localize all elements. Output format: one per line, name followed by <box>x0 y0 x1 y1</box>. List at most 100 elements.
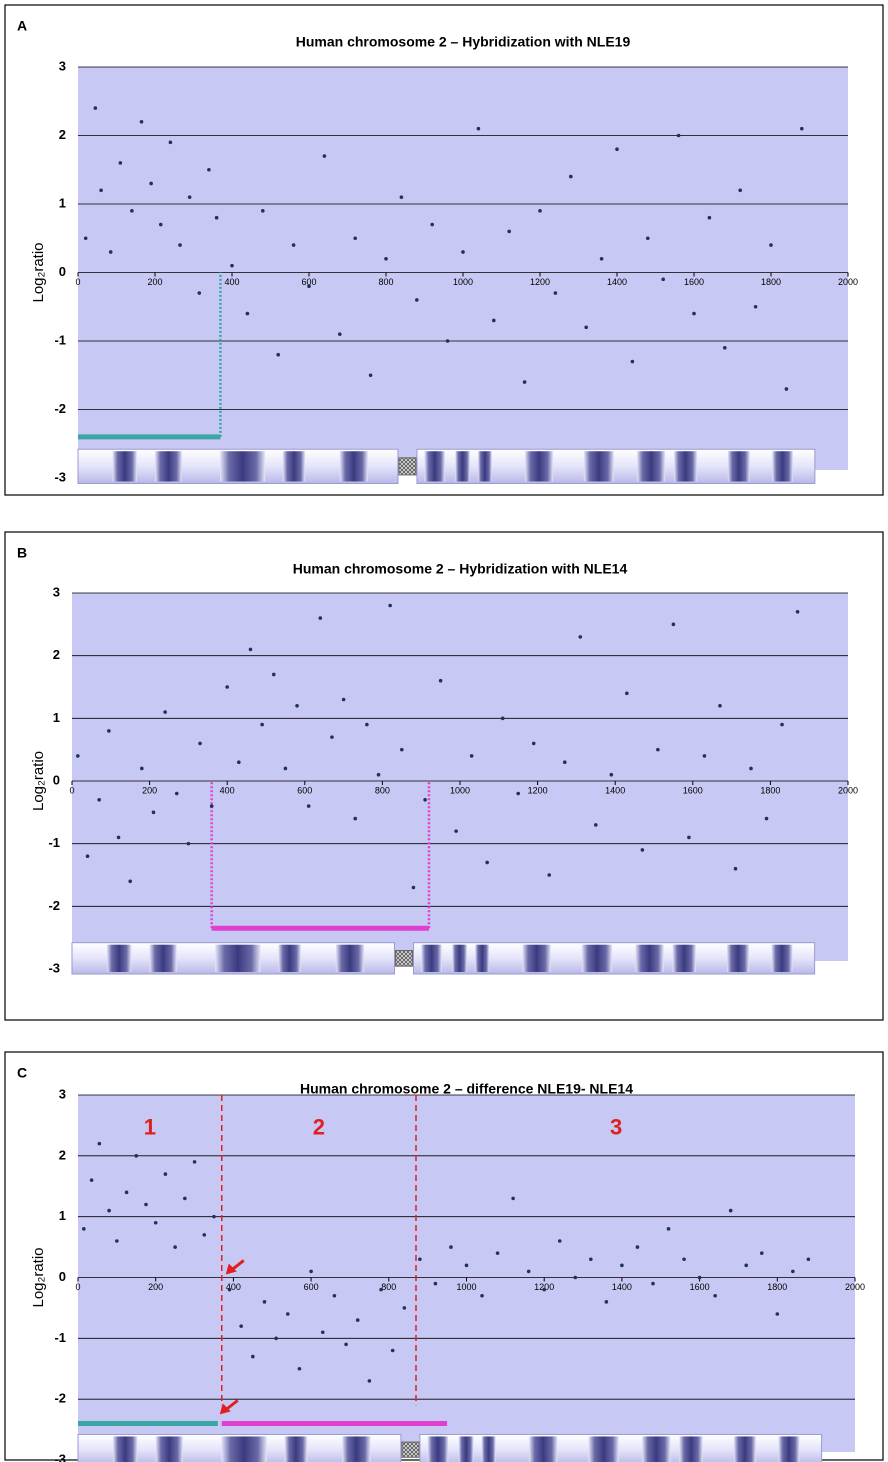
zone-label: 3 <box>610 1114 622 1139</box>
ideogram-band <box>637 451 666 482</box>
panel: B Human chromosome 2 – Hybridization with… <box>4 531 884 1021</box>
x-tick-label: 0 <box>75 277 80 287</box>
x-tick-label: 1400 <box>607 277 627 287</box>
data-point <box>306 804 311 808</box>
data-point <box>687 835 691 840</box>
panel-label: A <box>17 18 27 34</box>
data-point <box>330 735 334 739</box>
x-tick-label: 600 <box>297 785 312 795</box>
data-point <box>390 1348 395 1353</box>
ideogram-band <box>581 944 613 973</box>
plot-area <box>78 67 848 470</box>
data-point <box>461 250 465 254</box>
data-point <box>158 222 163 227</box>
chart-title: Human chromosome 2 – difference NLE19- N… <box>300 1081 633 1097</box>
data-point <box>225 685 229 689</box>
y-tick-label: 3 <box>53 584 60 599</box>
ideogram-band <box>679 1436 703 1462</box>
ideogram-band <box>339 451 368 482</box>
ideogram-band <box>149 944 177 973</box>
x-tick-label: 1600 <box>683 785 703 795</box>
data-point <box>108 250 113 254</box>
ideogram-band <box>727 451 750 482</box>
y-tick-label: -2 <box>54 401 66 416</box>
data-point <box>692 311 696 316</box>
data-point <box>723 346 727 350</box>
data-point <box>183 1196 187 1201</box>
data-point <box>492 318 496 323</box>
y-tick-label: -1 <box>54 332 66 347</box>
y-tick-label: 3 <box>59 58 66 73</box>
y-tick-label: -2 <box>54 1391 66 1406</box>
ideogram-band <box>424 451 445 482</box>
panel-label: C <box>17 1065 27 1081</box>
arrow-head <box>219 1403 231 1415</box>
data-point <box>411 885 416 890</box>
data-point <box>557 1239 562 1243</box>
data-point <box>449 1245 453 1249</box>
ideogram-band <box>522 944 551 973</box>
data-point <box>186 841 191 846</box>
data-point <box>562 760 567 764</box>
data-point <box>332 1293 337 1298</box>
data-point <box>469 754 474 758</box>
x-tick-label: 2000 <box>838 785 858 795</box>
x-tick-label: 0 <box>69 785 74 795</box>
data-point <box>542 1287 546 1292</box>
data-point <box>402 1306 407 1310</box>
data-point <box>753 304 758 309</box>
data-point <box>353 816 358 821</box>
data-point <box>144 1202 148 1207</box>
data-point <box>702 754 707 758</box>
ideogram-band <box>772 451 793 482</box>
data-point <box>295 704 299 708</box>
panel: C Human chromosome 2 – difference NLE19- … <box>4 1051 884 1462</box>
data-point <box>318 616 323 620</box>
ideogram-band <box>524 451 554 482</box>
x-tick-label: 600 <box>301 277 316 287</box>
data-point <box>615 147 619 151</box>
data-point <box>454 829 458 833</box>
data-point <box>784 387 789 391</box>
x-tick-label: 1800 <box>761 277 781 287</box>
ideogram-band <box>112 1436 138 1462</box>
ideogram-band <box>733 1436 756 1462</box>
ideogram-band <box>478 451 492 482</box>
y-tick-label: -2 <box>48 898 60 913</box>
y-axis-label: Log₂ratio <box>30 242 47 302</box>
y-tick-label: 3 <box>59 1086 66 1101</box>
data-point <box>163 710 167 714</box>
ideogram-band <box>455 451 470 482</box>
y-tick-label: 2 <box>59 1147 66 1162</box>
ideogram-band <box>642 1436 671 1462</box>
x-tick-label: 2000 <box>838 277 858 287</box>
data-point <box>584 325 588 330</box>
data-point <box>237 760 241 764</box>
data-point <box>578 635 583 639</box>
ideogram-band <box>583 451 614 482</box>
data-point <box>795 610 800 614</box>
x-tick-label: 1800 <box>760 785 780 795</box>
ideogram-band <box>673 451 698 482</box>
data-point <box>309 1269 313 1274</box>
data-point <box>433 1281 438 1286</box>
data-point <box>173 1245 177 1249</box>
ideogram-band <box>588 1436 619 1462</box>
ideogram <box>416 448 816 484</box>
data-point <box>656 747 660 752</box>
data-point <box>806 1257 811 1262</box>
data-point <box>239 1324 243 1328</box>
data-point <box>500 716 505 721</box>
data-point <box>276 352 281 357</box>
data-point <box>139 120 144 124</box>
data-point <box>438 678 443 683</box>
x-tick-label: 1200 <box>530 277 550 287</box>
data-point <box>418 1257 422 1262</box>
plot-area <box>72 593 848 961</box>
data-point <box>775 1312 780 1316</box>
data-point <box>713 1293 717 1298</box>
ideogram-band <box>778 1436 800 1462</box>
ideogram-band <box>342 1436 371 1462</box>
centromere <box>394 950 413 967</box>
data-point <box>198 741 202 746</box>
